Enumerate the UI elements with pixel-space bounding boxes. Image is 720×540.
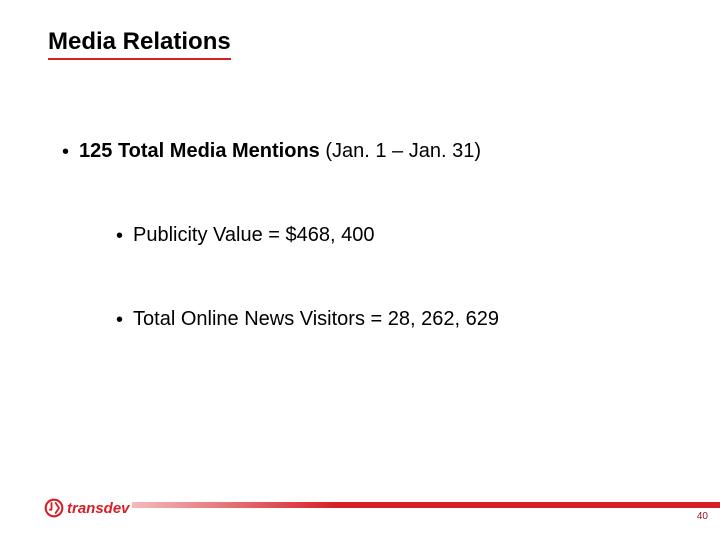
slide: Media Relations • 125 Total Media Mentio… bbox=[0, 0, 720, 540]
bullet-marker: • bbox=[116, 308, 123, 332]
bullet-level2-text: Publicity Value = $468, 400 bbox=[133, 224, 374, 247]
slide-title: Media Relations bbox=[48, 28, 231, 60]
bullet-level1-normal: (Jan. 1 – Jan. 31) bbox=[325, 140, 481, 162]
footer: transdev 40 bbox=[0, 482, 720, 524]
brand-logo-text: transdev bbox=[67, 500, 130, 517]
bullet-level1: • 125 Total Media Mentions (Jan. 1 – Jan… bbox=[62, 140, 481, 164]
bullet-marker: • bbox=[116, 224, 123, 248]
bullet-level1-bold: 125 Total Media Mentions bbox=[79, 140, 325, 162]
footer-accent-band bbox=[132, 502, 720, 508]
bullet-level2-item: • Total Online News Visitors = 28, 262, … bbox=[116, 308, 499, 332]
bullet-marker: • bbox=[62, 140, 69, 164]
brand-logo-icon bbox=[44, 498, 64, 518]
bullet-level2-item: • Publicity Value = $468, 400 bbox=[116, 224, 374, 248]
brand-logo: transdev bbox=[44, 498, 130, 518]
bullet-level1-text: 125 Total Media Mentions (Jan. 1 – Jan. … bbox=[79, 140, 481, 163]
page-number: 40 bbox=[697, 511, 708, 522]
bullet-level2-text: Total Online News Visitors = 28, 262, 62… bbox=[133, 308, 499, 331]
